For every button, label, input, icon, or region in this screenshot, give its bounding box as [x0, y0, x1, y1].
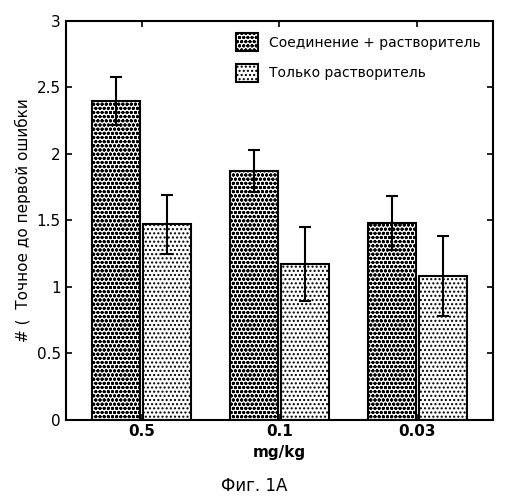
Bar	[368, 223, 416, 420]
Text: Фиг. 1А: Фиг. 1А	[221, 477, 287, 495]
Y-axis label: # (  Точное до первой ошибки: # ( Точное до первой ошибки	[15, 98, 31, 342]
Legend: Соединение + растворитель, Только растворитель: Соединение + растворитель, Только раство…	[230, 28, 486, 87]
X-axis label: mg/kg: mg/kg	[253, 445, 306, 460]
Bar	[281, 264, 329, 420]
Bar	[143, 224, 191, 420]
Bar	[419, 276, 467, 420]
Bar	[230, 171, 278, 420]
Bar	[92, 100, 140, 419]
